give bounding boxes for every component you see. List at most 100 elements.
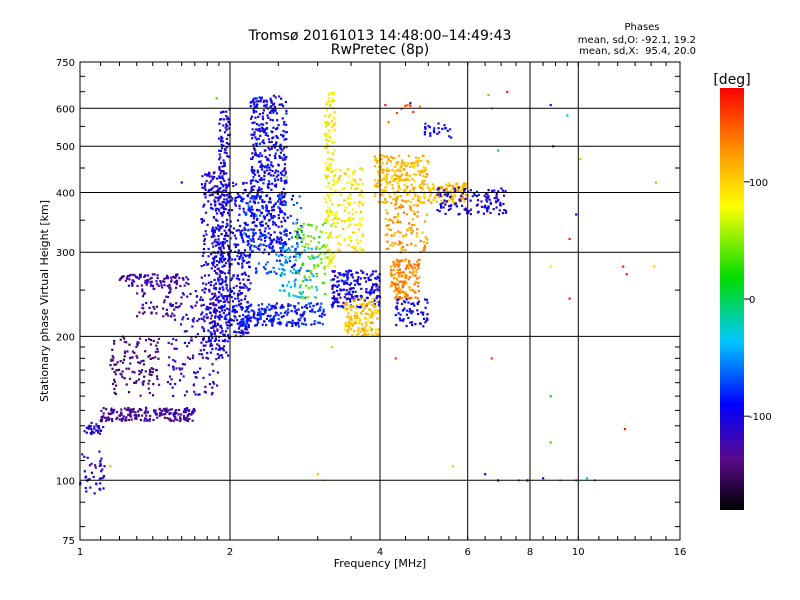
data-point — [348, 317, 351, 320]
data-point — [354, 290, 357, 293]
data-point — [155, 369, 158, 372]
data-point — [254, 267, 258, 270]
data-point — [268, 148, 271, 151]
data-point — [256, 321, 260, 324]
data-point — [323, 252, 326, 255]
data-point — [451, 465, 454, 468]
data-point — [501, 189, 504, 192]
data-point — [269, 174, 273, 177]
data-point — [277, 178, 280, 181]
data-point — [213, 323, 217, 327]
data-point — [221, 252, 224, 255]
data-point — [239, 302, 243, 305]
data-point — [327, 93, 330, 96]
data-point — [443, 124, 446, 127]
data-point — [414, 274, 417, 277]
data-point — [242, 210, 246, 213]
data-point — [83, 455, 86, 458]
colorbar-tick-label: 100 — [749, 178, 768, 189]
data-point — [200, 353, 203, 356]
data-point — [269, 233, 272, 236]
data-point — [365, 288, 368, 291]
data-point — [486, 210, 489, 213]
data-point — [324, 231, 328, 234]
data-point — [218, 310, 221, 314]
data-point — [424, 236, 427, 239]
data-point — [142, 380, 145, 383]
data-point — [201, 311, 204, 314]
data-point — [201, 289, 204, 292]
data-point — [150, 312, 153, 315]
data-point — [311, 273, 314, 276]
data-point — [213, 185, 216, 188]
data-point — [249, 197, 252, 200]
data-point — [406, 178, 409, 181]
data-point — [487, 189, 490, 192]
data-point — [221, 214, 224, 217]
data-point — [226, 234, 229, 237]
data-point — [275, 272, 278, 275]
data-point — [216, 177, 219, 180]
data-point — [311, 308, 314, 311]
data-point — [271, 320, 275, 323]
data-point — [209, 331, 212, 334]
data-point — [252, 111, 255, 114]
data-point — [219, 186, 222, 190]
data-point — [274, 179, 277, 182]
data-point — [240, 233, 244, 236]
data-point — [212, 226, 215, 229]
data-point — [221, 204, 225, 207]
data-point — [386, 247, 389, 250]
data-point — [424, 246, 427, 249]
data-point — [250, 185, 254, 189]
data-point — [317, 241, 320, 244]
data-point — [299, 266, 303, 269]
data-point — [254, 324, 257, 327]
data-point — [260, 164, 263, 167]
data-point — [325, 175, 329, 178]
data-point — [226, 327, 229, 330]
data-point — [115, 369, 118, 372]
data-point — [357, 183, 360, 186]
data-point — [235, 304, 238, 307]
data-point — [395, 202, 398, 205]
data-point — [165, 277, 168, 280]
data-point — [200, 218, 203, 221]
data-point — [269, 270, 273, 273]
data-point — [159, 408, 162, 411]
data-point — [327, 257, 331, 260]
data-point — [86, 456, 89, 459]
data-point — [346, 225, 349, 228]
data-point — [253, 311, 256, 314]
data-point — [263, 320, 266, 323]
data-point — [290, 321, 293, 325]
data-point — [109, 364, 112, 367]
data-point — [263, 217, 266, 220]
data-point — [278, 267, 281, 270]
data-point — [280, 274, 283, 277]
data-point — [413, 186, 416, 189]
data-point — [326, 100, 329, 103]
data-point — [329, 260, 332, 263]
data-point — [132, 280, 136, 283]
data-point — [202, 318, 205, 321]
data-point — [244, 327, 247, 330]
data-point — [270, 307, 273, 310]
data-point — [303, 245, 306, 248]
data-point — [220, 257, 223, 260]
data-point — [305, 304, 308, 307]
data-point — [356, 305, 359, 308]
data-point — [214, 218, 217, 221]
data-point — [313, 267, 316, 270]
data-point — [360, 248, 363, 251]
data-point — [222, 110, 225, 113]
data-point — [386, 159, 389, 162]
data-point — [255, 100, 258, 103]
data-point — [256, 189, 260, 192]
data-point — [318, 314, 321, 318]
data-point — [467, 210, 470, 213]
data-point — [261, 308, 264, 311]
y-tick-label: 750 — [56, 58, 75, 69]
data-point — [291, 245, 294, 248]
data-point — [301, 263, 304, 267]
